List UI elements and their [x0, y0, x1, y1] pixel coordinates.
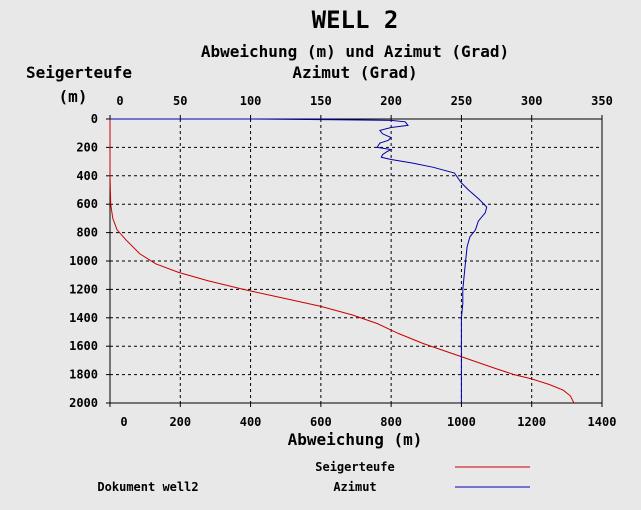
legend: Seigerteufe Azimut: [315, 460, 530, 494]
series-line-seigerteufe: [109, 119, 575, 404]
x-top-tick-label: 150: [310, 94, 332, 108]
grid-lines: [110, 119, 602, 403]
y-tick-label: 1000: [69, 254, 98, 268]
series-line-azimut: [110, 118, 488, 403]
y-tick-label: 1200: [69, 282, 98, 296]
y-tick-label: 1400: [69, 311, 98, 325]
x-top-tick-label: 100: [240, 94, 262, 108]
chart-subtitle: Abweichung (m) und Azimut (Grad): [201, 42, 509, 61]
x-bottom-tick-label: 1000: [447, 415, 476, 429]
chart-title: WELL 2: [312, 6, 399, 34]
x-bottom-tick-label: 200: [169, 415, 191, 429]
y-tick-label: 400: [76, 169, 98, 183]
y-tick-label: 200: [76, 140, 98, 154]
x-bottom-tick-label: 0: [120, 415, 127, 429]
y-axis-unit: (m): [59, 87, 88, 106]
x-bottom-tick-label: 800: [380, 415, 402, 429]
y-tick-label: 1600: [69, 339, 98, 353]
legend-label-azimut: Azimut: [333, 480, 376, 494]
x-top-tick-label: 200: [380, 94, 402, 108]
y-tick-label: 0: [91, 112, 98, 126]
x-bottom-tick-label: 600: [310, 415, 332, 429]
x-top-tick-label: 250: [451, 94, 473, 108]
x-top-axis-label: Azimut (Grad): [292, 63, 417, 82]
x-bottom-tick-label: 1400: [588, 415, 617, 429]
x-top-tick-label: 300: [521, 94, 543, 108]
x-bottom-tick-label: 400: [240, 415, 262, 429]
y-tick-label: 800: [76, 226, 98, 240]
y-tick-label: 2000: [69, 396, 98, 410]
x-top-tick-label: 0: [116, 94, 123, 108]
x-top-tick-label: 350: [591, 94, 613, 108]
x-bottom-tick-label: 1200: [517, 415, 546, 429]
x-bottom-axis-label: Abweichung (m): [288, 430, 423, 449]
y-axis-label: Seigerteufe: [26, 63, 132, 82]
series-lines: [109, 118, 575, 404]
y-tick-label: 600: [76, 197, 98, 211]
x-top-tick-label: 50: [173, 94, 187, 108]
y-tick-label: 1800: [69, 368, 98, 382]
legend-label-seigerteufe: Seigerteufe: [315, 460, 394, 474]
document-label: Dokument well2: [97, 480, 198, 494]
